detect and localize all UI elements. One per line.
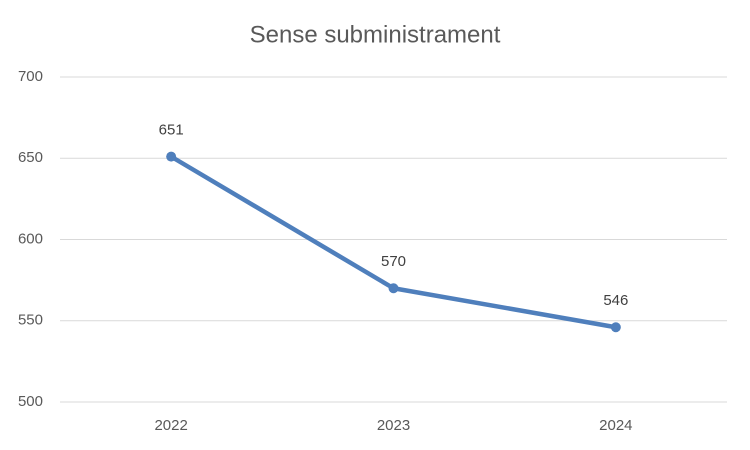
data-label: 546 — [603, 292, 628, 309]
data-point — [388, 283, 399, 294]
x-tick-label: 2024 — [599, 417, 632, 434]
data-label: 651 — [159, 122, 184, 139]
y-tick-label: 550 — [18, 312, 43, 329]
chart-title: Sense subministrament — [250, 21, 501, 48]
y-tick-label: 650 — [18, 149, 43, 166]
data-point — [166, 151, 177, 162]
y-tick-label: 600 — [18, 230, 43, 247]
x-tick-label: 2022 — [154, 417, 187, 434]
data-line — [168, 154, 619, 330]
data-point — [610, 322, 621, 333]
y-tick-label: 500 — [18, 393, 43, 410]
data-label: 570 — [381, 253, 406, 270]
x-tick-label: 2023 — [377, 417, 410, 434]
y-tick-label: 700 — [18, 68, 43, 85]
